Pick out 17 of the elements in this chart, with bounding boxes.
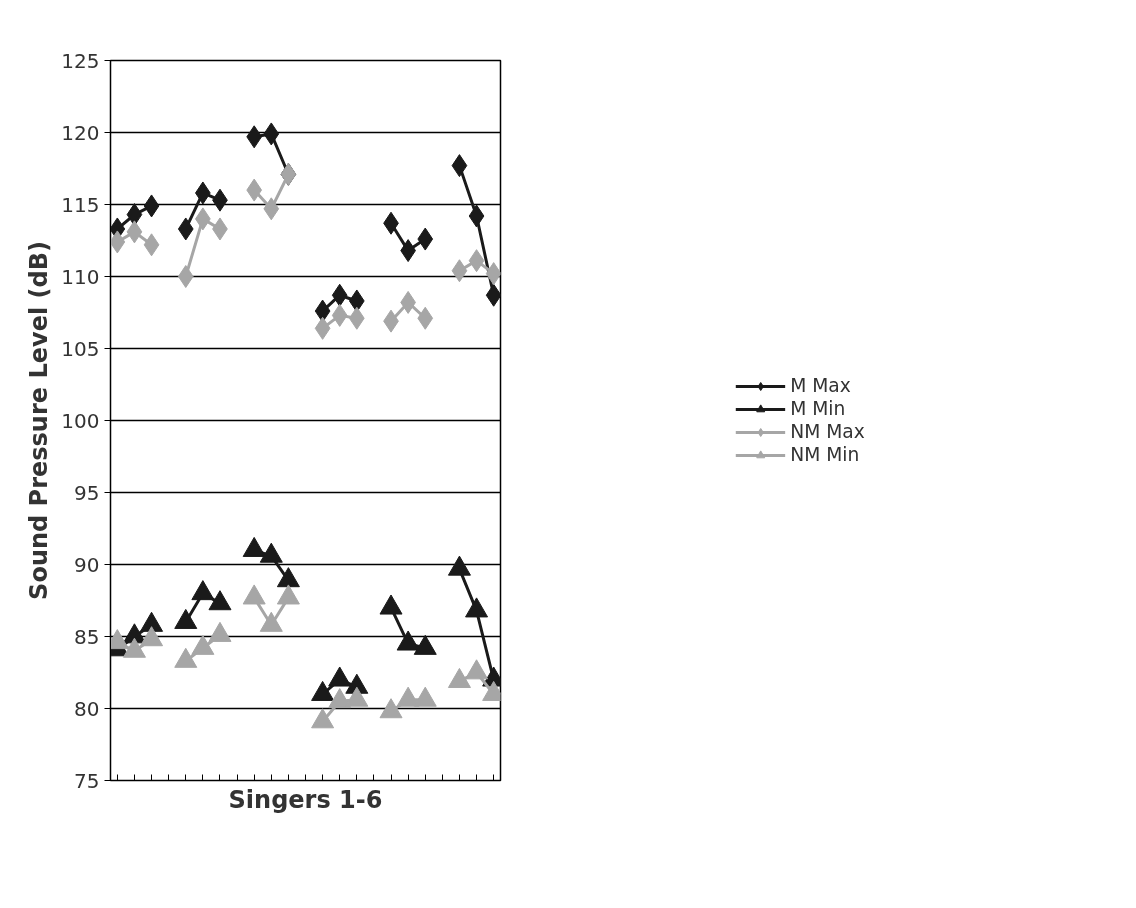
y-tick-label: 95 xyxy=(74,480,100,505)
y-tick-label: 105 xyxy=(61,336,100,361)
y-tick-label: 110 xyxy=(61,264,100,289)
y-tick-label: 85 xyxy=(74,624,100,649)
legend-label: NM Max xyxy=(790,421,865,442)
y-tick-label: 115 xyxy=(61,192,100,217)
y-tick-label: 80 xyxy=(74,696,100,721)
y-axis-title: Sound Pressure Level (dB) xyxy=(25,241,54,600)
y-tick-label: 125 xyxy=(61,48,100,73)
y-tick-label: 100 xyxy=(61,408,100,433)
legend-label: M Max xyxy=(790,375,851,396)
legend-label: NM Min xyxy=(790,444,860,465)
y-tick-label: 90 xyxy=(74,552,100,577)
y-tick-label: 120 xyxy=(61,120,100,145)
x-axis-title: Singers 1-6 xyxy=(228,785,383,814)
legend-label: M Min xyxy=(790,398,846,419)
y-tick-label: 75 xyxy=(74,768,100,793)
